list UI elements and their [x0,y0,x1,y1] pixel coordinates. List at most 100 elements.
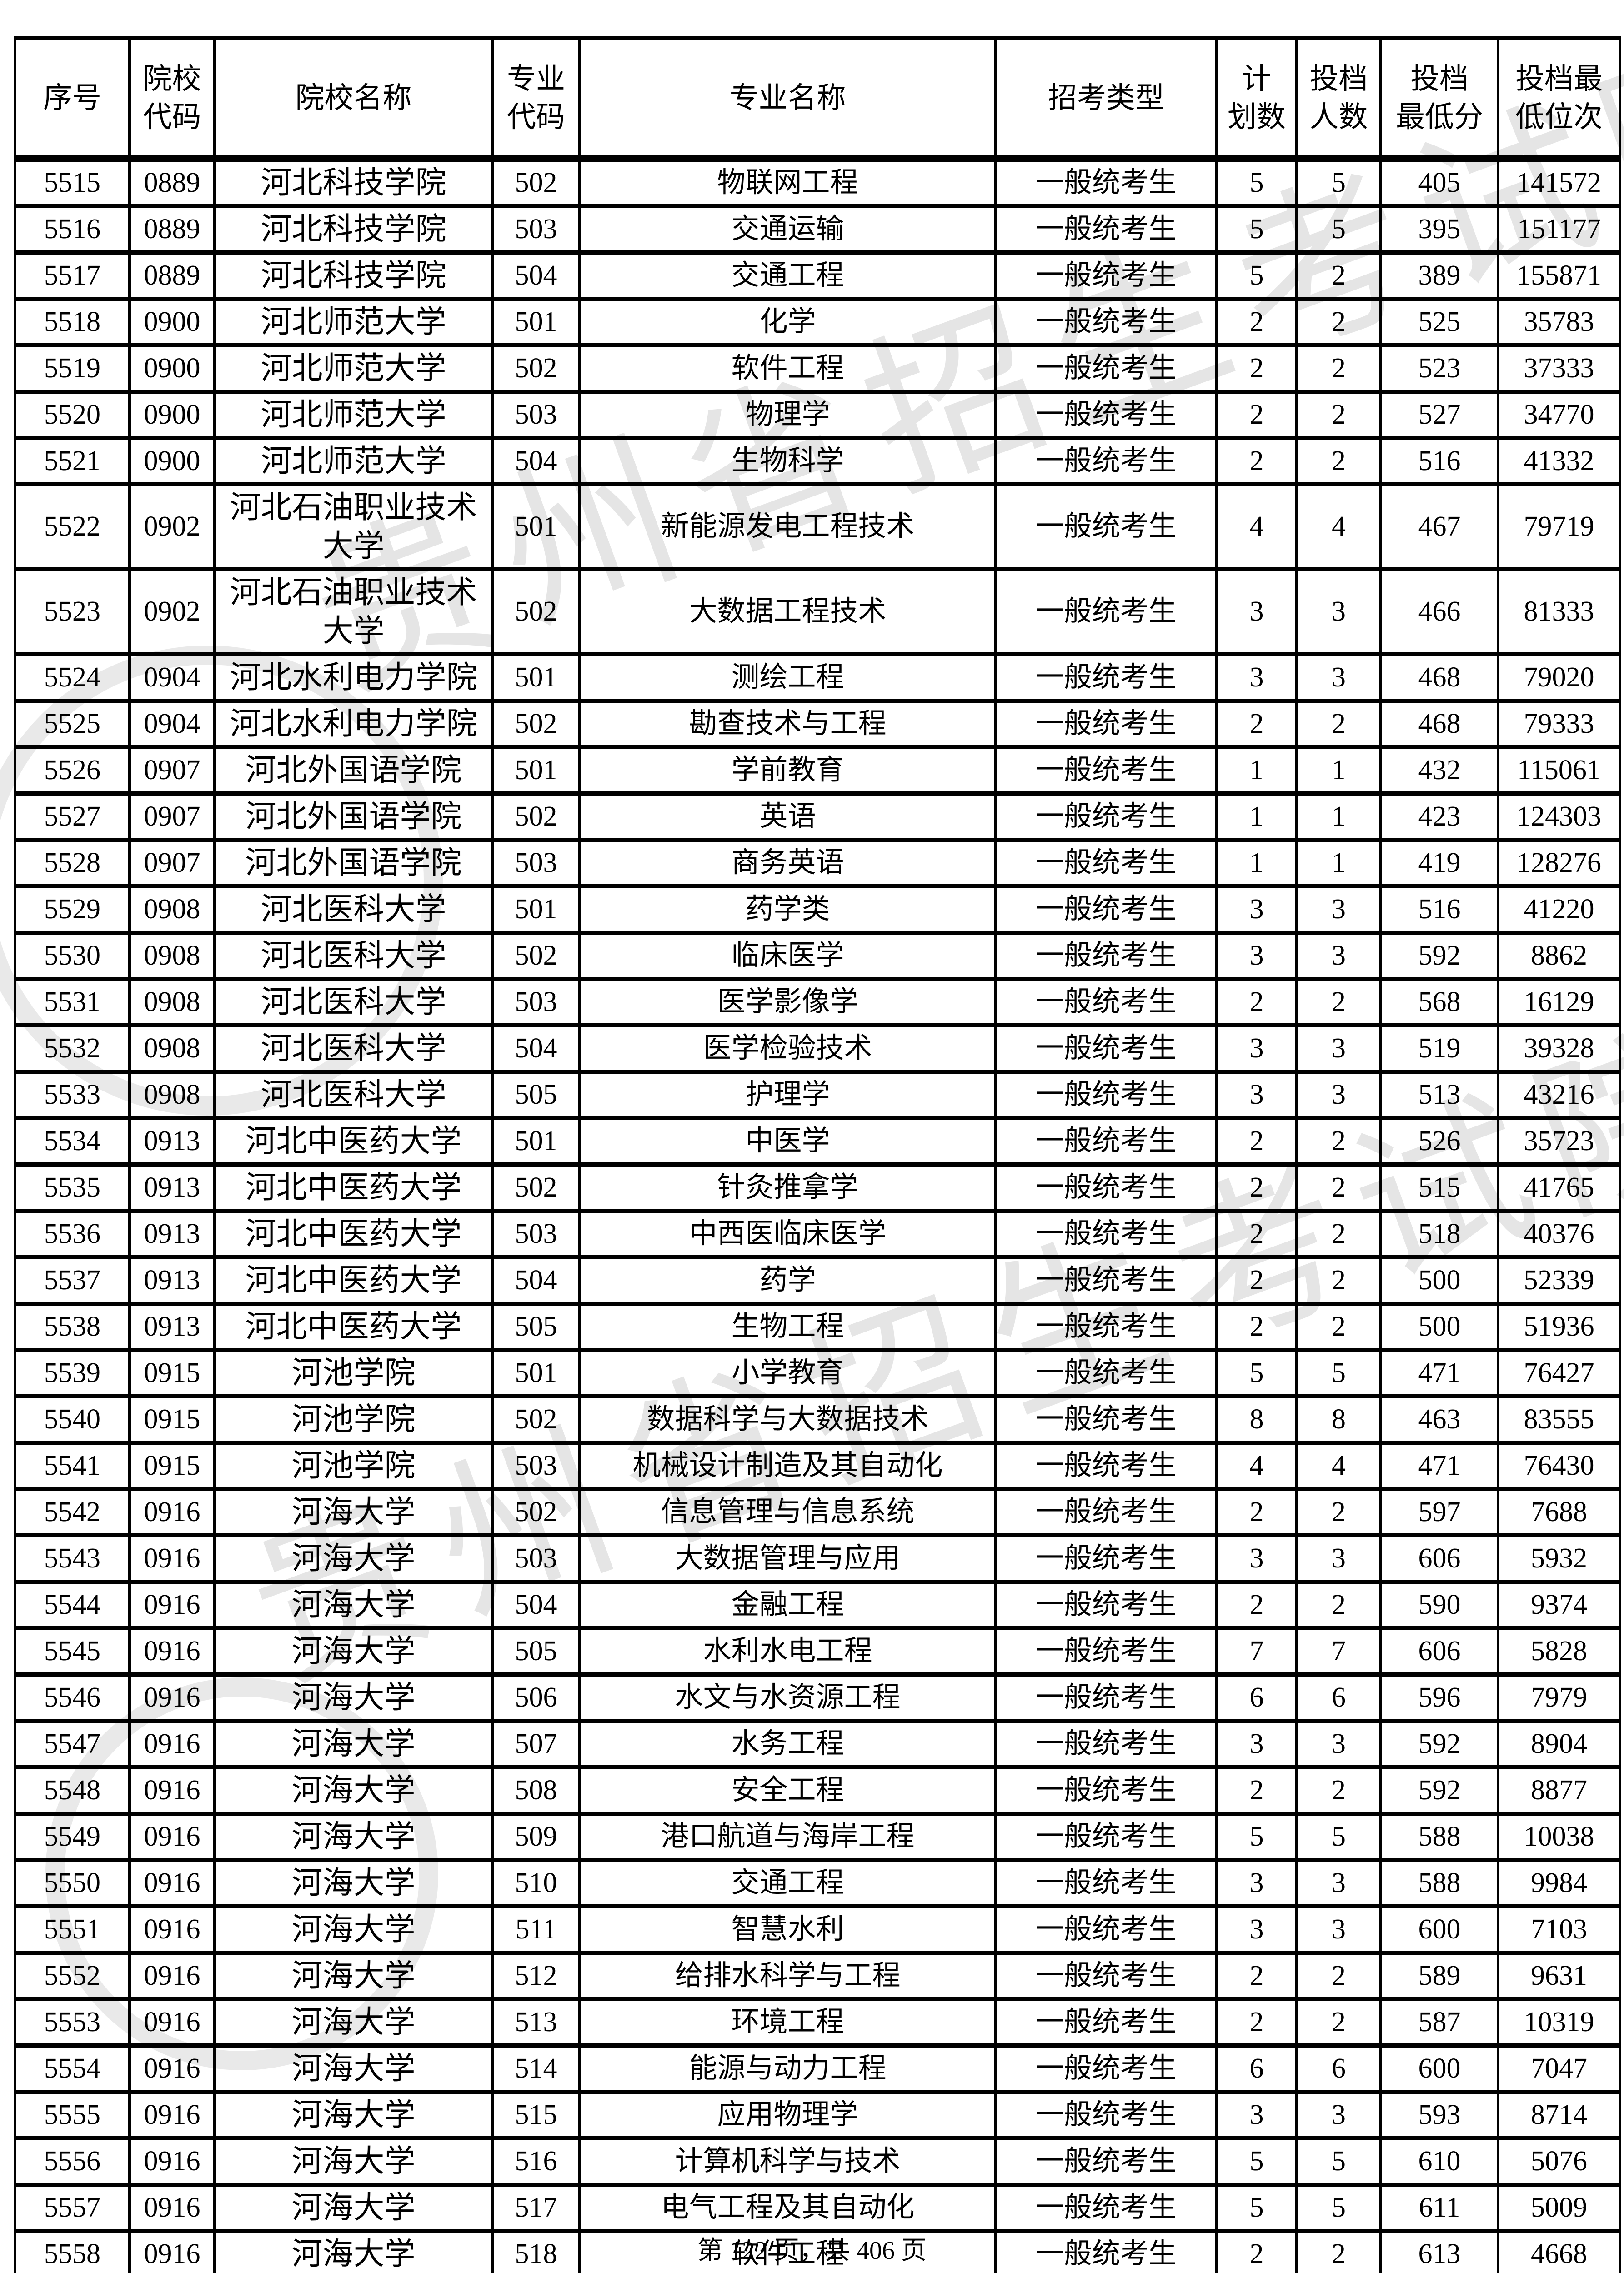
cell-min_rank: 5009 [1497,2183,1621,2233]
cell-school_name: 河海大学 [213,1997,494,2048]
cell-school_name: 河北科技学院 [213,156,494,208]
cell-admission_type: 一般统考生 [994,2183,1218,2233]
cell-min_score: 432 [1379,745,1499,796]
cell-min_score: 589 [1379,1951,1499,2001]
cell-seq: 5526 [14,745,131,796]
cell-min_rank: 40376 [1497,1209,1621,1259]
col-header-school-code: 院校 代码 [128,36,216,162]
cell-min_score: 395 [1379,204,1499,255]
cell-school_code: 0900 [128,343,216,394]
cell-plan_count: 2 [1215,1302,1298,1352]
cell-min_rank: 7979 [1497,1672,1621,1723]
cell-admission_type: 一般统考生 [994,1672,1218,1723]
cell-major_name: 针灸推拿学 [578,1162,997,1213]
cell-filed_count: 4 [1295,1441,1382,1491]
cell-admission_type: 一般统考生 [994,977,1218,1027]
cell-major_code: 502 [491,156,581,208]
cell-major_name: 勘查技术与工程 [578,699,997,749]
cell-school_code: 0908 [128,884,216,935]
cell-school_code: 0916 [128,1719,216,1769]
cell-min_score: 526 [1379,1116,1499,1167]
cell-plan_count: 4 [1215,1441,1298,1491]
cell-school_code: 0916 [128,2136,216,2187]
cell-major_code: 501 [491,884,581,935]
cell-min_score: 500 [1379,1302,1499,1352]
col-header-school-name: 院校名称 [213,36,494,162]
cell-min_score: 590 [1379,1580,1499,1630]
table-row: 5529 0908 河北医科大学 501 药学类 一般统考生 3 3 516 41220 [14,884,1621,935]
cell-major_code: 501 [491,297,581,347]
cell-min_score: 593 [1379,2090,1499,2140]
cell-school_name: 河北师范大学 [213,297,494,347]
cell-seq: 5538 [14,1302,131,1352]
cell-min_rank: 41765 [1497,1162,1621,1213]
table-row: 5545 0916 河海大学 505 水利水电工程 一般统考生 7 7 606 5828 [14,1626,1621,1677]
cell-school_code: 0913 [128,1255,216,1306]
cell-plan_count: 2 [1215,436,1298,486]
cell-seq: 5544 [14,1580,131,1630]
table-row: 5546 0916 河海大学 506 水文与水资源工程 一般统考生 6 6 596 7979 [14,1672,1621,1723]
cell-min_score: 613 [1379,2229,1499,2273]
table-row: 5524 0904 河北水利电力学院 501 测绘工程 一般统考生 3 3 468 79020 [14,652,1621,703]
cell-admission_type: 一般统考生 [994,2136,1218,2187]
cell-min_score: 568 [1379,977,1499,1027]
cell-min_score: 596 [1379,1672,1499,1723]
cell-school_code: 0913 [128,1116,216,1167]
cell-seq: 5528 [14,838,131,888]
cell-min_score: 527 [1379,390,1499,440]
cell-major_name: 交通工程 [578,1858,997,1908]
cell-school_code: 0907 [128,791,216,842]
cell-school_name: 河海大学 [213,1858,494,1908]
cell-filed_count: 6 [1295,1672,1382,1723]
cell-min_rank: 115061 [1497,745,1621,796]
cell-min_rank: 16129 [1497,977,1621,1027]
cell-filed_count: 2 [1295,1209,1382,1259]
cell-major_name: 小学教育 [578,1348,997,1398]
cell-min_rank: 43216 [1497,1070,1621,1120]
cell-admission_type: 一般统考生 [994,1812,1218,1862]
cell-major_code: 518 [491,2229,581,2273]
cell-min_rank: 8862 [1497,931,1621,981]
cell-filed_count: 1 [1295,745,1382,796]
cell-filed_count: 5 [1295,2136,1382,2187]
cell-min_score: 518 [1379,1209,1499,1259]
cell-min_score: 513 [1379,1070,1499,1120]
table-row: 5525 0904 河北水利电力学院 502 勘查技术与工程 一般统考生 2 2 468 7933… [14,699,1621,749]
cell-filed_count: 3 [1295,931,1382,981]
cell-min_rank: 8877 [1497,1765,1621,1816]
cell-plan_count: 3 [1215,567,1298,656]
cell-filed_count: 6 [1295,2043,1382,2094]
cell-school_code: 0902 [128,482,216,571]
cell-major_name: 新能源发电工程技术 [578,482,997,571]
cell-min_rank: 8714 [1497,2090,1621,2140]
cell-major_code: 504 [491,436,581,486]
cell-seq: 5545 [14,1626,131,1677]
cell-major_name: 水务工程 [578,1719,997,1769]
cell-filed_count: 2 [1295,699,1382,749]
cell-admission_type: 一般统考生 [994,250,1218,301]
cell-major_code: 503 [491,1533,581,1584]
cell-major_code: 505 [491,1626,581,1677]
cell-min_score: 500 [1379,1255,1499,1306]
cell-filed_count: 3 [1295,652,1382,703]
cell-major_name: 机械设计制造及其自动化 [578,1441,997,1491]
cell-admission_type: 一般统考生 [994,931,1218,981]
cell-seq: 5550 [14,1858,131,1908]
cell-seq: 5535 [14,1162,131,1213]
cell-admission_type: 一般统考生 [994,1255,1218,1306]
cell-min_rank: 5828 [1497,1626,1621,1677]
cell-filed_count: 1 [1295,791,1382,842]
cell-min_score: 519 [1379,1023,1499,1074]
cell-admission_type: 一般统考生 [994,791,1218,842]
cell-seq: 5519 [14,343,131,394]
cell-school_name: 河北医科大学 [213,1023,494,1074]
cell-plan_count: 3 [1215,1533,1298,1584]
table-row: 5552 0916 河海大学 512 给排水科学与工程 一般统考生 2 2 589 9631 [14,1951,1621,2001]
cell-min_score: 423 [1379,791,1499,842]
cell-filed_count: 2 [1295,1255,1382,1306]
cell-major_code: 503 [491,1209,581,1259]
cell-major_name: 化学 [578,297,997,347]
table-row: 5543 0916 河海大学 503 大数据管理与应用 一般统考生 3 3 606 5932 [14,1533,1621,1584]
cell-seq: 5539 [14,1348,131,1398]
cell-min_rank: 9631 [1497,1951,1621,2001]
